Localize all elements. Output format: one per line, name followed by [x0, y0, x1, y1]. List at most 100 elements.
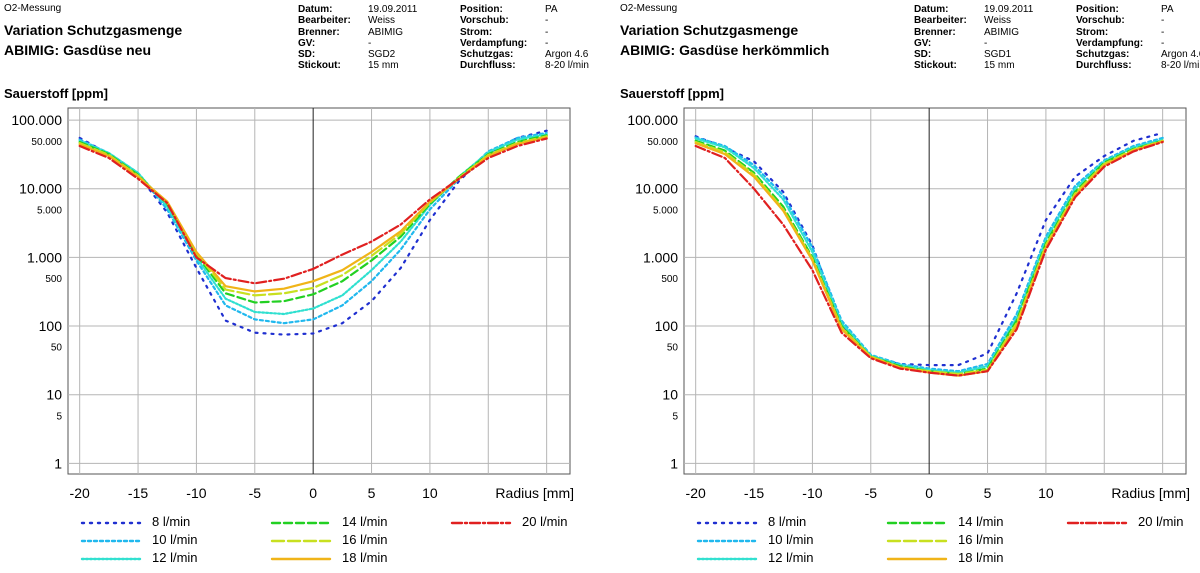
legend-swatch	[886, 521, 948, 525]
legend-swatch	[450, 521, 512, 525]
x-tick-label: -20	[686, 485, 706, 501]
meta-block-left: Datum: 19.09.2011 Bearbeiter: Weiss Brenne…	[914, 4, 1074, 72]
legend-label: 16 l/min	[958, 532, 1004, 547]
x-tick-label: 0	[925, 485, 933, 501]
y-tick-label: 10.000	[635, 181, 678, 197]
x-tick-label: -10	[186, 485, 206, 501]
series-line-20-lmin	[694, 140, 1164, 377]
y-tick-label: 50.000	[647, 137, 678, 148]
meta-value: -	[1161, 15, 1165, 27]
meta-key: Position:	[1076, 4, 1119, 15]
y-tick-label: 500	[45, 274, 62, 285]
meta-key: SD:	[914, 49, 932, 61]
meta-key: GV:	[298, 37, 316, 49]
meta-value: Weiss	[368, 15, 396, 27]
meta-key: Datum:	[298, 4, 333, 15]
meta-key: Durchfluss:	[460, 60, 516, 72]
y-tick-label: 1	[54, 455, 62, 471]
meta-value: ABIMIG	[984, 26, 1020, 38]
y-tick-label: 50	[667, 343, 679, 354]
legend-label: 8 l/min	[768, 514, 807, 529]
meta-value: -	[368, 37, 372, 49]
legend-swatch	[886, 557, 948, 561]
legend-label: 18 l/min	[342, 550, 388, 565]
y-tick-label: 5.000	[653, 205, 678, 216]
meta-value: 19.09.2011	[984, 4, 1034, 15]
meta-value: SGD2	[368, 49, 396, 61]
x-tick-label: 0	[309, 485, 317, 501]
meta-value: -	[984, 37, 988, 49]
y-tick-label: 1	[670, 455, 678, 471]
chart-subtitle: ABIMIG: Gasdüse neu	[4, 42, 152, 58]
meta-key: Schutzgas:	[1076, 49, 1130, 61]
y-tick-label: 10	[662, 387, 678, 403]
series-line-12-lmin	[694, 137, 1164, 374]
legend-label: 10 l/min	[768, 532, 814, 547]
legend-swatch	[886, 539, 948, 543]
y-tick-label: 10	[46, 387, 62, 403]
meta-value: ABIMIG	[368, 26, 404, 38]
y-tick-label: 5	[56, 411, 62, 422]
legend-label: 20 l/min	[522, 514, 568, 529]
meta-key: Schutzgas:	[460, 49, 514, 61]
chart-panel-right: O2-Messung Variation Schutzgasmenge ABIM…	[616, 0, 1200, 573]
legend-label: 18 l/min	[958, 550, 1004, 565]
meta-value: Weiss	[984, 15, 1012, 27]
x-axis-label: Radius [mm]	[1111, 485, 1190, 501]
x-tick-label: 5	[984, 485, 992, 501]
legend-label: 20 l/min	[1138, 514, 1184, 529]
meta-value: Argon 4.6	[1161, 49, 1200, 61]
legend: 8 l/min 10 l/min 12 l/min 14 l/min 16 l/min 1…	[696, 514, 1200, 570]
meta-block-right: Position: PA Vorschub: - Strom: - Verdampfu…	[460, 4, 605, 72]
legend-label: 16 l/min	[342, 532, 388, 547]
meta-key: Bearbeiter:	[914, 15, 967, 27]
y-tick-label: 1.000	[27, 249, 62, 265]
meta-key: Position:	[460, 4, 503, 15]
legend-swatch	[270, 539, 332, 543]
meta-key: Brenner:	[914, 26, 956, 38]
x-tick-label: -5	[865, 485, 878, 501]
y-tick-label: 1.000	[643, 249, 678, 265]
meta-value: Argon 4.6	[545, 49, 589, 61]
chart-subtitle: ABIMIG: Gasdüse herkömmlich	[620, 42, 830, 58]
meta-key: Verdampfung:	[460, 37, 528, 49]
meta-key: Datum:	[914, 4, 949, 15]
legend-swatch	[696, 521, 758, 525]
y-axis-label: Sauerstoff [ppm]	[4, 86, 108, 101]
legend-swatch	[270, 521, 332, 525]
y-tick-label: 10.000	[19, 181, 62, 197]
x-tick-label: -15	[744, 485, 764, 501]
meta-value: PA	[545, 4, 558, 15]
x-tick-label: -10	[802, 485, 822, 501]
plot-area: 1101001.00010.000100.0005505005.00050.00…	[627, 107, 1190, 501]
x-tick-label: -20	[70, 485, 90, 501]
legend-swatch	[80, 539, 142, 543]
x-tick-label: 10	[1038, 485, 1054, 501]
meta-key: Bearbeiter:	[298, 15, 351, 27]
meta-value: -	[1161, 26, 1165, 38]
meta-key: Strom:	[1076, 26, 1109, 38]
x-axis-label: Radius [mm]	[495, 485, 574, 501]
legend-swatch	[696, 539, 758, 543]
meta-key: Strom:	[460, 26, 493, 38]
legend-swatch	[80, 521, 142, 525]
meta-value: 8-20 l/min	[1161, 60, 1200, 72]
meta-value: -	[545, 15, 549, 27]
legend-label: 14 l/min	[342, 514, 388, 529]
meta-key: Verdampfung:	[1076, 37, 1144, 49]
meta-key: Stickout:	[914, 60, 957, 72]
meta-value: 15 mm	[368, 60, 399, 72]
meta-key: Vorschub:	[1076, 15, 1125, 27]
x-tick-label: 5	[368, 485, 376, 501]
legend: 8 l/min 10 l/min 12 l/min 14 l/min 16 l/min 1…	[80, 514, 600, 570]
legend-label: 14 l/min	[958, 514, 1004, 529]
meta-block-right: Position: PA Vorschub: - Strom: - Verdampfu…	[1076, 4, 1200, 72]
y-tick-label: 100.000	[11, 112, 62, 128]
y-tick-label: 100.000	[627, 112, 678, 128]
x-tick-label: 10	[422, 485, 438, 501]
meta-key: Stickout:	[298, 60, 341, 72]
meta-key: SD:	[298, 49, 316, 61]
legend-swatch	[80, 557, 142, 561]
header-label: O2-Messung	[620, 3, 678, 14]
y-tick-label: 100	[655, 318, 679, 334]
